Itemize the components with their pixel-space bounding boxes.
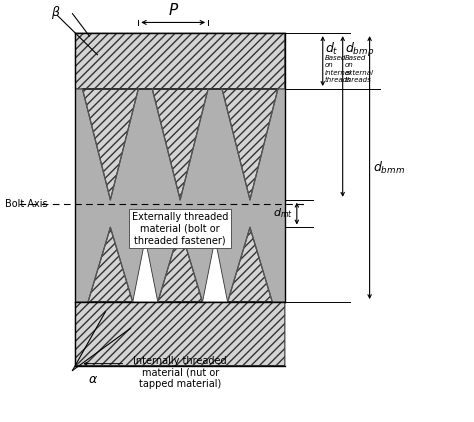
Text: Bolt Axis: Bolt Axis	[5, 199, 47, 209]
Text: $d_t$: $d_t$	[325, 41, 338, 57]
Text: Externally threaded
material (bolt or
threaded fastener): Externally threaded material (bolt or th…	[132, 212, 228, 245]
Text: Internally threaded
material (nut or
tapped material): Internally threaded material (nut or tap…	[133, 356, 227, 389]
Text: $d_{bmp}$: $d_{bmp}$	[345, 41, 374, 59]
Text: P: P	[169, 3, 178, 18]
Text: $d_{bmm}$: $d_{bmm}$	[373, 160, 404, 176]
Polygon shape	[75, 89, 285, 302]
Text: $\alpha$: $\alpha$	[88, 373, 99, 387]
Polygon shape	[75, 227, 285, 365]
Text: $\beta$: $\beta$	[51, 5, 60, 22]
Polygon shape	[75, 33, 285, 200]
Text: Based
on
external
threads: Based on external threads	[345, 55, 374, 83]
Text: $d_{mt}$: $d_{mt}$	[273, 207, 293, 221]
Polygon shape	[133, 238, 158, 302]
Text: Based
on
internal
threads: Based on internal threads	[325, 55, 352, 83]
Polygon shape	[202, 238, 228, 302]
